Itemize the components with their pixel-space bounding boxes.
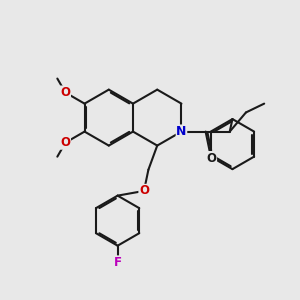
- Text: O: O: [60, 136, 70, 149]
- Text: F: F: [114, 256, 122, 269]
- Text: N: N: [176, 125, 187, 138]
- Text: O: O: [60, 86, 70, 99]
- Text: O: O: [139, 184, 149, 197]
- Text: O: O: [206, 152, 217, 165]
